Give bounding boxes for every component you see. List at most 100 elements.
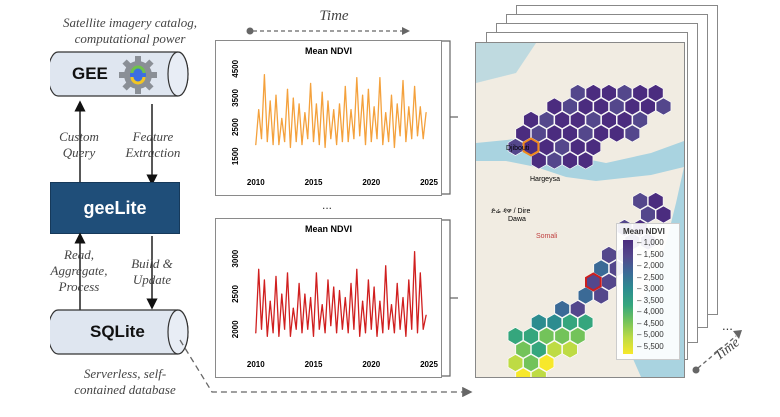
data-point: [278, 335, 280, 337]
sqlite-caption: Serverless, self- contained database: [40, 366, 210, 398]
hex-cell: [655, 97, 672, 116]
data-point: [382, 144, 384, 146]
x-tick-label: 2025: [420, 360, 438, 369]
data-point: [292, 97, 294, 99]
data-point: [376, 335, 378, 337]
data-point: [289, 335, 292, 337]
legend-tick: – 3,000: [637, 284, 664, 293]
sqlite-caption-line1: Serverless, self-: [83, 366, 167, 381]
data-point: [321, 91, 323, 93]
data-point: [396, 282, 398, 284]
data-point: [413, 85, 416, 87]
hex-cell: [632, 192, 648, 210]
data-point: [399, 135, 401, 137]
gee-caption-line1: Satellite imagery catalog,: [63, 15, 197, 30]
brackets: [442, 40, 458, 377]
gee-caption: Satellite imagery catalog, computational…: [30, 15, 230, 47]
data-point: [275, 94, 277, 96]
data-point: [275, 275, 277, 277]
data-point: [402, 296, 404, 299]
feature-extraction-line1: Feature: [132, 129, 174, 144]
data-point: [269, 300, 271, 302]
hex-cell: [609, 124, 625, 143]
data-point: [289, 146, 292, 149]
x-tick-label: 2020: [362, 178, 380, 187]
data-point: [361, 94, 364, 96]
hex-cell: [554, 111, 570, 129]
hex-cell: [570, 138, 586, 156]
data-point: [301, 144, 303, 146]
hex-cell: [523, 111, 539, 129]
data-point: [312, 335, 315, 337]
data-point: [258, 109, 260, 111]
data-point: [359, 135, 361, 137]
data-point: [327, 279, 329, 281]
gear-icon: [119, 56, 157, 94]
custom-query-line1: Custom: [59, 129, 99, 144]
data-point: [258, 268, 260, 270]
place-diredawa-2: Dawa: [508, 216, 526, 223]
data-point: [255, 144, 257, 146]
data-point: [344, 296, 346, 299]
data-point: [405, 335, 407, 337]
legend-tick: – 3,500: [637, 295, 664, 305]
data-point: [310, 296, 312, 299]
series-line: [255, 74, 427, 148]
chart-title: Mean NDVI: [305, 224, 352, 234]
data-point: [272, 332, 274, 334]
series-line: [255, 251, 427, 337]
hex-cell: [546, 340, 562, 359]
feature-extraction-label: Feature Extraction: [118, 129, 188, 161]
hex-cell: [554, 138, 570, 156]
hex-cell: [531, 367, 547, 377]
data-point: [359, 335, 361, 337]
map-sheet-front: Djibouti Hargeysa ድሬ ዳዋ / Dire Dawa Soma…: [475, 42, 685, 378]
data-point: [344, 85, 346, 87]
chart-top: Mean NDVI 1500 2500 3500 4500 2010 2015 2020 202…: [231, 46, 438, 187]
data-point: [278, 144, 280, 146]
data-point: [379, 76, 381, 79]
data-point: [347, 141, 349, 143]
x-tick-label: 2015: [305, 178, 323, 187]
data-point: [425, 314, 427, 316]
legend-tick: – 4,500: [637, 318, 664, 328]
data-point: [281, 117, 283, 119]
data-point: [315, 272, 318, 274]
data-point: [387, 328, 390, 330]
data-point: [411, 328, 413, 330]
chart-bottom: Mean NDVI 2000 2500 3000 2010 2015 2020 2025: [231, 224, 438, 369]
data-point: [333, 286, 335, 288]
data-point: [310, 82, 312, 84]
hex-cell: [538, 354, 555, 372]
legend-tick: – 5,000: [637, 330, 664, 339]
legend-title: Mean NDVI: [623, 227, 665, 236]
data-point: [341, 141, 343, 143]
data-point: [284, 141, 286, 143]
data-point: [408, 106, 410, 108]
data-point: [385, 265, 387, 267]
y-tick-label: 4500: [231, 59, 240, 77]
hex-cell: [585, 138, 601, 156]
data-point: [292, 307, 294, 309]
hex-cell: [546, 313, 562, 332]
data-point: [307, 138, 309, 140]
data-point: [382, 332, 384, 334]
hex-cell: [507, 354, 524, 372]
read-line1: Read,: [64, 247, 94, 262]
read-line3: Process: [58, 279, 100, 294]
data-point: [416, 332, 419, 334]
data-point: [295, 141, 297, 143]
hex-cell: [577, 124, 594, 143]
data-point: [341, 328, 343, 330]
sqlite-label: SQLite: [90, 322, 145, 341]
custom-query-label: Custom Query: [48, 129, 110, 161]
data-point: [422, 138, 424, 140]
data-point: [399, 328, 401, 330]
x-tick-label: 2015: [305, 360, 323, 369]
data-point: [315, 103, 318, 105]
legend-tick: – 4,000: [637, 307, 664, 316]
hex-cell: [616, 84, 633, 102]
data-point: [281, 293, 283, 295]
hex-cell: [640, 205, 656, 224]
